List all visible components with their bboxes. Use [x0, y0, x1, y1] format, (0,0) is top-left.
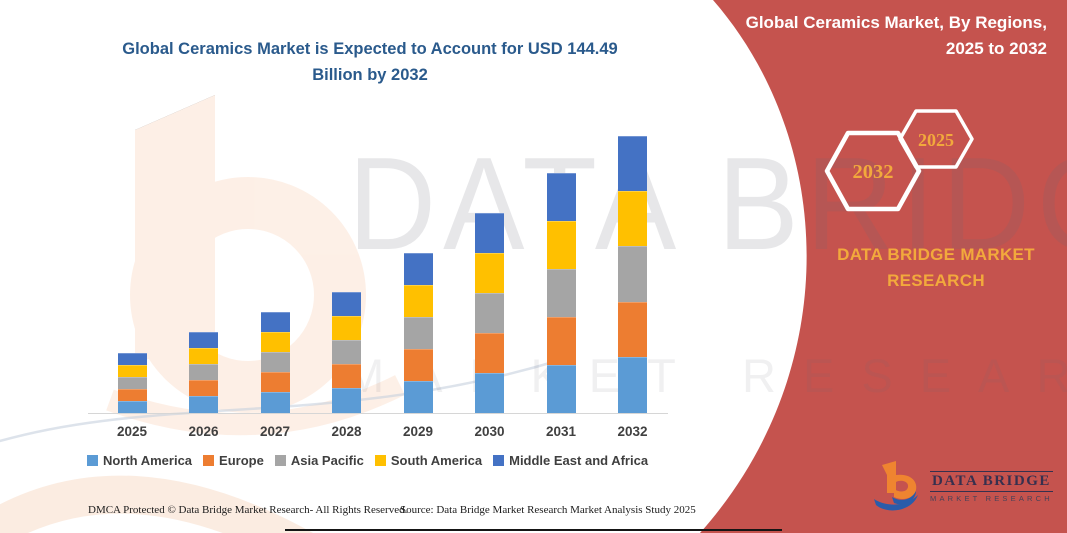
bar-segment-north-america — [618, 357, 647, 413]
legend-item-south-america: South America — [374, 453, 483, 468]
bar-segment-asia-pacific — [189, 364, 218, 381]
legend-label: Europe — [219, 453, 264, 468]
legend-label: Middle East and Africa — [509, 453, 649, 468]
stacked-bar-2029 — [403, 253, 433, 413]
x-axis-label-2026: 2026 — [188, 424, 219, 439]
stacked-bar-2025 — [117, 353, 147, 413]
bar-segment-middle-east-and-africa — [189, 332, 218, 349]
stacked-bar-2030 — [475, 213, 504, 413]
legend-label: Asia Pacific — [290, 453, 364, 468]
bar-segment-south-america — [260, 332, 290, 353]
databridge-logo: DATA BRIDGE MARKET RESEARCH — [872, 456, 1057, 518]
bar-segment-middle-east-and-africa — [546, 172, 576, 221]
databridge-logo-icon — [874, 461, 918, 511]
bar-segment-asia-pacific — [618, 246, 647, 302]
footer-dmca: DMCA Protected © Data Bridge Market Rese… — [88, 504, 408, 516]
stacked-bar-2028 — [332, 291, 361, 413]
bar-segment-south-america — [403, 285, 433, 318]
bar-segment-europe — [546, 316, 576, 365]
legend: North America Europe Asia Pacific South Ame… — [55, 453, 680, 468]
x-axis-labels: 2025 2026 2027 2028 2029 2030 2031 2032 — [88, 424, 668, 444]
bar-segment-middle-east-and-africa — [332, 291, 361, 316]
bar-segment-middle-east-and-africa — [475, 213, 504, 254]
year-hexagons: 2025 2032 — [824, 109, 974, 212]
bar-segment-north-america — [475, 372, 504, 413]
legend-label: South America — [390, 453, 483, 468]
bar-segment-south-america — [618, 190, 647, 247]
bar-segment-asia-pacific — [117, 376, 147, 389]
hexagon-2032-label: 2032 — [853, 161, 894, 183]
plot-area — [88, 128, 668, 414]
panel-header: Global Ceramics Market, By Regions, 2025… — [735, 10, 1047, 63]
bar-segment-south-america — [117, 365, 147, 377]
legend-swatch — [374, 455, 386, 466]
brand-name-gold: DATA BRIDGE MARKET RESEARCH — [837, 245, 1035, 290]
chart-title-line2: Billion by 2032 — [312, 66, 428, 85]
bar-segment-middle-east-and-africa — [618, 135, 647, 191]
legend-swatch — [203, 455, 215, 466]
legend-label: North America — [102, 453, 193, 468]
stacked-bar-2031 — [546, 172, 576, 413]
bar-segment-south-america — [189, 348, 218, 365]
bar-segment-europe — [117, 388, 147, 401]
stacked-bar-2026 — [189, 332, 218, 413]
legend-item-asia-pacific: Asia Pacific — [274, 453, 364, 468]
x-axis-label-2031: 2031 — [545, 424, 577, 439]
bar-segment-asia-pacific — [332, 340, 361, 365]
stacked-bar-2032 — [618, 135, 647, 413]
bar-segment-europe — [260, 372, 290, 393]
legend-swatch — [274, 455, 286, 466]
bar-segment-europe — [189, 380, 218, 397]
legend-item-middle-east-and-africa: Middle East and Africa — [493, 453, 648, 468]
bar-segment-south-america — [546, 220, 576, 269]
x-axis-label-2032: 2032 — [617, 424, 648, 439]
bar-segment-south-america — [332, 315, 361, 341]
bar-segment-asia-pacific — [475, 292, 504, 333]
panel-header-line1: Global Ceramics Market, By Regions, — [745, 13, 1047, 32]
logo-name: DATA BRIDGE — [930, 471, 1053, 492]
bar-segment-europe — [332, 364, 361, 389]
hexagon-2025-label: 2025 — [918, 130, 954, 150]
x-axis-label-2029: 2029 — [402, 424, 434, 439]
x-axis-label-2030: 2030 — [474, 424, 505, 439]
bar-segment-asia-pacific — [403, 317, 433, 349]
bar-segment-north-america — [117, 400, 147, 413]
bar-segment-middle-east-and-africa — [403, 253, 433, 286]
bottom-divider-line — [285, 529, 782, 531]
x-axis-label-2025: 2025 — [116, 424, 148, 439]
footer-source: Source: Data Bridge Market Research Mark… — [400, 504, 696, 516]
bar-segment-north-america — [403, 380, 433, 413]
bar-segment-europe — [403, 348, 433, 381]
stacked-bar-2027 — [260, 311, 290, 413]
bar-segment-middle-east-and-africa — [260, 311, 290, 332]
hexagon-2032: 2032 — [824, 130, 922, 212]
peach-swoosh — [0, 475, 313, 533]
x-axis-label-2027: 2027 — [259, 424, 291, 439]
bar-segment-europe — [475, 332, 504, 373]
bar-segment-north-america — [189, 396, 218, 413]
bar-segment-north-america — [332, 388, 361, 413]
bar-segment-south-america — [475, 253, 504, 293]
x-axis-label-2028: 2028 — [331, 424, 362, 439]
chart-title: Global Ceramics Market is Expected to Ac… — [95, 36, 645, 89]
bar-segment-asia-pacific — [546, 268, 576, 317]
logo-subtitle: MARKET RESEARCH — [930, 494, 1053, 503]
bar-segment-europe — [618, 301, 647, 358]
legend-item-europe: Europe — [203, 453, 264, 468]
bar-segment-north-america — [260, 392, 290, 413]
chart-title-line1: Global Ceramics Market is Expected to Ac… — [122, 40, 618, 58]
bar-segment-north-america — [546, 364, 576, 413]
bar-segment-middle-east-and-africa — [117, 353, 147, 365]
legend-swatch — [493, 455, 505, 466]
legend-item-north-america: North America — [86, 453, 193, 468]
blue-swoosh — [0, 358, 561, 443]
bar-segment-asia-pacific — [260, 352, 290, 373]
legend-swatch — [86, 455, 98, 466]
panel-header-line2: 2025 to 2032 — [945, 39, 1047, 59]
